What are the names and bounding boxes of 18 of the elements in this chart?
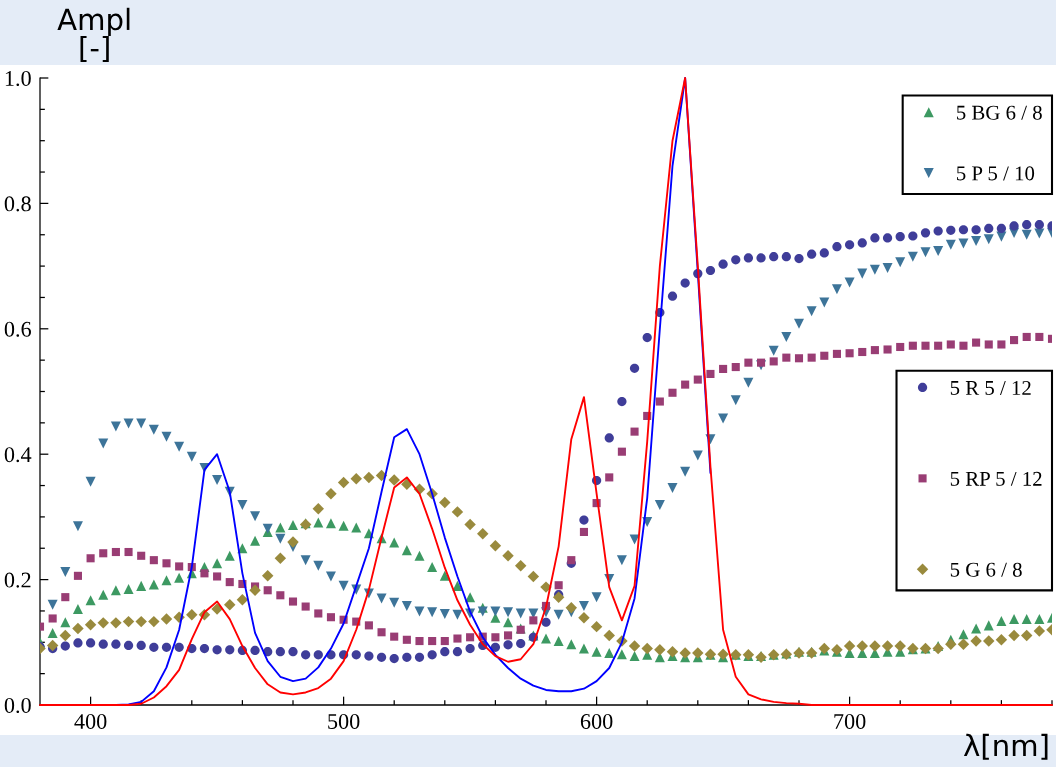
y-tick-label: 0.6 bbox=[4, 321, 31, 337]
legend-label: 5 G 6 / 8 bbox=[950, 562, 1022, 577]
x-tick-label: 400 bbox=[74, 713, 107, 729]
y-tick-label: 0.2 bbox=[4, 572, 31, 588]
x-tick-label: 600 bbox=[580, 713, 613, 729]
line-series bbox=[39, 77, 1053, 706]
y-tick-label: 0.4 bbox=[4, 447, 32, 463]
legend-label: 5 R 5 / 12 bbox=[950, 380, 1031, 395]
y-tick-label: 1.0 bbox=[5, 70, 31, 87]
legend-label: 5 RP 5 / 12 bbox=[950, 471, 1042, 486]
y-tick-label: 0.8 bbox=[4, 196, 31, 212]
y-tick-label: 0.0 bbox=[4, 697, 31, 714]
legend-label: 5 BG 6 / 8 bbox=[957, 105, 1042, 120]
x-axis-title: λ[nm] bbox=[963, 733, 1048, 760]
y-axis-title: Ampl [-] bbox=[57, 7, 130, 63]
x-tick-label: 500 bbox=[328, 713, 360, 729]
legend-label: 5 P 5 / 10 bbox=[957, 166, 1035, 181]
x-tick-label: 700 bbox=[834, 713, 866, 729]
